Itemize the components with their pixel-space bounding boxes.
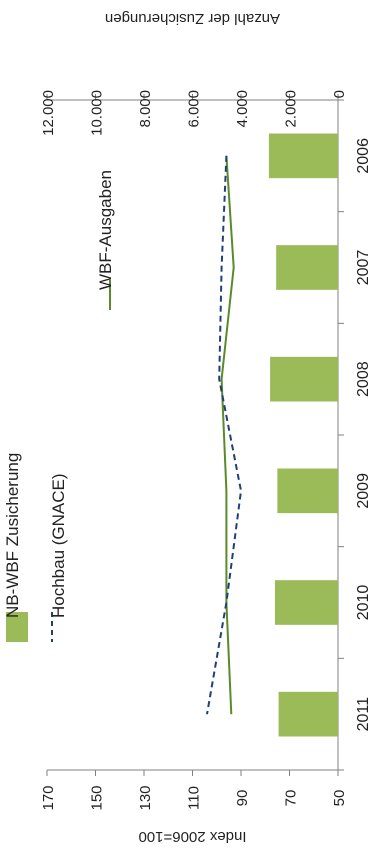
category-tick-label: 2007 <box>355 250 372 286</box>
count-axis-label: Anzahl der Zusicherungen <box>105 10 280 27</box>
bar-zusicherung <box>274 580 338 625</box>
count-tick-label: 6.000 <box>186 90 203 128</box>
count-tick-label: 2.000 <box>283 90 300 128</box>
bar-zusicherung <box>278 691 338 737</box>
category-tick-label: 2008 <box>355 361 372 397</box>
index-tick-label: 50 <box>331 790 348 807</box>
line-hochbau <box>206 155 243 715</box>
bar-zusicherung <box>270 356 338 402</box>
count-tick-label: 12.000 <box>40 90 57 136</box>
category-tick-label: 2009 <box>355 473 372 509</box>
bar-zusicherung <box>276 245 338 290</box>
index-axis-label: Index 2006=100 <box>138 828 246 845</box>
count-tick-label: 8.000 <box>137 90 154 128</box>
index-tick-label: 150 <box>89 785 106 810</box>
legend-label: WBF-Ausgaben <box>96 170 115 290</box>
index-tick-label: 130 <box>137 785 154 810</box>
count-tick-label: 10.000 <box>89 90 106 136</box>
index-tick-label: 110 <box>186 786 203 810</box>
category-tick-label: 2011 <box>355 697 372 732</box>
legend-label: NB-WBF Zusicherung <box>3 453 22 618</box>
category-tick-label: 2006 <box>355 138 372 174</box>
bar-zusicherung <box>277 468 338 514</box>
lines-layer <box>206 155 243 715</box>
index-tick-label: 170 <box>40 785 57 810</box>
category-tick-label: 2010 <box>355 585 372 621</box>
index-tick-label: 70 <box>283 790 300 807</box>
axes-layer: 2006 2007 2008 2009 2010 2011 50 70 90 110 130 150 1… <box>40 10 372 845</box>
bars-layer <box>268 133 338 737</box>
legend: NB-WBF Zusicherung WBF-Ausgaben Hochbau (G… <box>3 170 115 642</box>
count-tick-label: 0 <box>331 90 348 98</box>
legend-label: Hochbau (GNACE) <box>49 473 68 618</box>
line-wbf-ausgaben <box>220 155 235 715</box>
index-tick-label: 90 <box>234 790 251 807</box>
count-tick-label: 4.000 <box>234 90 251 128</box>
bar-zusicherung <box>268 133 338 179</box>
legend-swatch-bar <box>6 612 28 642</box>
